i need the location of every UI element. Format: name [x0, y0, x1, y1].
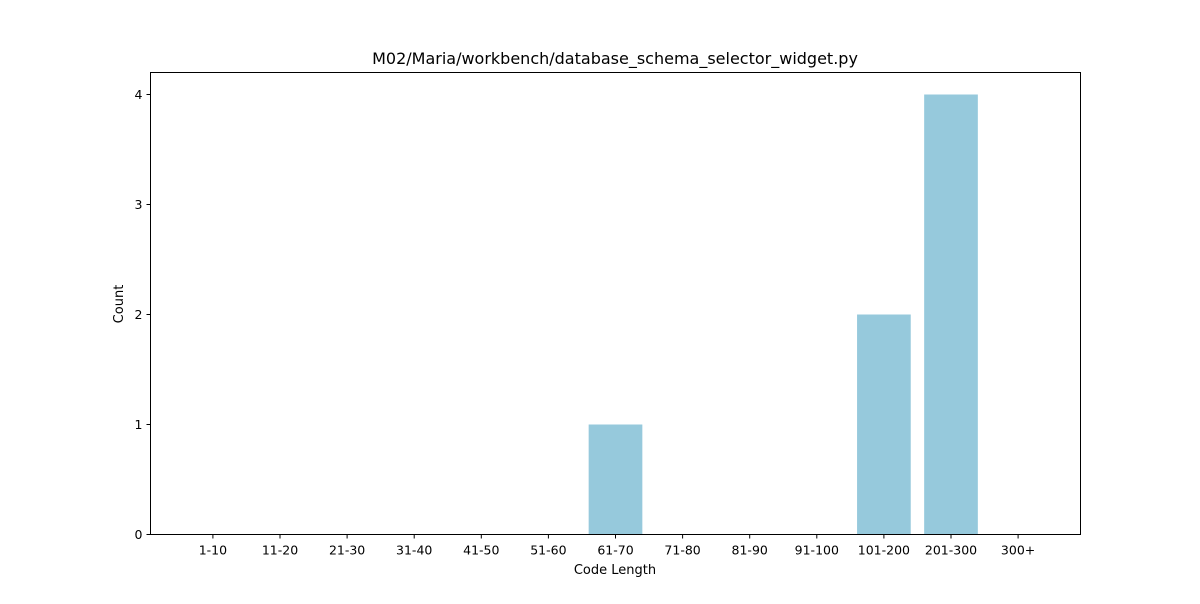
y-tick-label: 1 — [135, 417, 143, 432]
x-tick-label: 31-40 — [396, 543, 432, 558]
y-tick-label: 4 — [135, 87, 143, 102]
y-tick-label: 0 — [135, 527, 143, 542]
x-tick-label: 71-80 — [664, 543, 700, 558]
x-tick-label: 91-100 — [795, 543, 839, 558]
x-tick-label: 201-300 — [925, 543, 977, 558]
y-tick-label: 3 — [135, 197, 143, 212]
x-tick-label: 61-70 — [597, 543, 633, 558]
bar-61-70 — [588, 424, 643, 535]
plot-area: 1-10 11-20 21-30 31-40 41-50 51-60 61-70 71-80 8… — [135, 87, 1036, 558]
x-tick-label: 21-30 — [329, 543, 365, 558]
x-tick-label: 101-200 — [858, 543, 910, 558]
bar-101-200 — [857, 314, 911, 535]
y-axis-label: Count — [112, 285, 127, 324]
x-tick-label: 51-60 — [530, 543, 566, 558]
x-tick-label: 1-10 — [199, 543, 227, 558]
plot-frame — [150, 72, 1081, 535]
bar-201-300 — [924, 94, 978, 535]
x-axis-label: Code Length — [574, 563, 656, 578]
y-tick-label: 2 — [135, 307, 143, 322]
x-tick-label: 11-20 — [262, 543, 298, 558]
x-tick-label: 300+ — [1001, 543, 1035, 558]
x-tick-label: 81-90 — [732, 543, 768, 558]
x-tick-label: 41-50 — [463, 543, 499, 558]
chart-title: M02/Maria/workbench/database_schema_sele… — [372, 49, 858, 69]
